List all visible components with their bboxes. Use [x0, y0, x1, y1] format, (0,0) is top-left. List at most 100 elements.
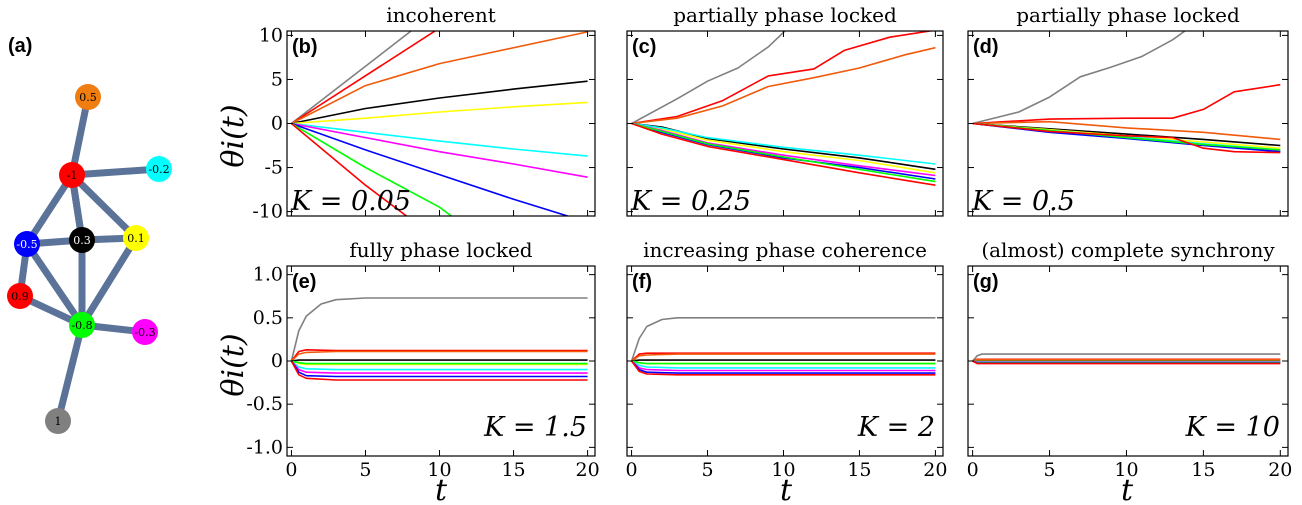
- panel-title: incoherent: [386, 3, 496, 27]
- network-edges: [16, 93, 163, 425]
- series-line: [290, 122, 453, 216]
- series-line: [631, 360, 936, 372]
- network-node: 0.1: [123, 225, 149, 251]
- y-tick-label: -5: [264, 157, 283, 179]
- network-node-circle: [69, 312, 95, 338]
- network-panel: (a) 0.5 -1 -0.2 -0.5 0.3 0.1 0.9 -0.8 -0.3 1: [7, 35, 172, 434]
- series-line: [972, 122, 1281, 154]
- series-line: [972, 31, 1187, 125]
- panel-title: (almost) complete synchrony: [981, 238, 1275, 262]
- chart-panel: partially phase locked (d) K = 0.5: [967, 3, 1289, 217]
- x-tick-label: 0: [285, 459, 297, 481]
- panel-title: increasing phase coherence: [643, 238, 927, 262]
- series-line: [290, 31, 413, 125]
- network-nodes: 0.5 -1 -0.2 -0.5 0.3 0.1 0.9 -0.8 -0.3 1: [7, 84, 172, 434]
- panel-letter: (c): [632, 36, 656, 58]
- series-line: [291, 31, 588, 125]
- series-line: [291, 122, 571, 216]
- y-axis-label-top: θi(t): [216, 104, 251, 167]
- chart-panel: increasing phase coherence 0 5 10 15 20 (f) K =…: [626, 238, 948, 481]
- series-line: [631, 353, 936, 362]
- network-node-circle: [59, 162, 85, 188]
- series-group: [290, 297, 588, 381]
- x-tick-label: 15: [501, 459, 525, 481]
- network-node-label: 0.5: [79, 91, 97, 104]
- panel-letter: (d): [973, 36, 999, 58]
- series-line: [291, 122, 588, 178]
- x-tick-label: 5: [701, 459, 713, 481]
- y-tick-label: 0: [271, 113, 283, 135]
- x-axis-label-f: t: [780, 473, 793, 505]
- y-tick-label: 0.5: [253, 307, 283, 329]
- network-node-label: -0.2: [148, 163, 169, 176]
- series-line: [972, 360, 1281, 365]
- network-node: -0.3: [132, 319, 158, 345]
- network-node-label: 0.9: [11, 290, 29, 303]
- series-group: [631, 31, 936, 186]
- series-line: [291, 122, 588, 157]
- y-tick-label: 5: [271, 68, 283, 90]
- network-node: -0.2: [146, 156, 172, 182]
- network-node-label: -0.5: [16, 238, 37, 251]
- network-node: -0.5: [14, 231, 40, 257]
- coupling-annotation: K = 2: [857, 412, 935, 443]
- network-node-circle: [69, 227, 95, 253]
- network-node: 0.9: [7, 283, 33, 309]
- network-node: 1: [45, 408, 71, 434]
- chart-panel: (almost) complete synchrony 0 5 10 15 20 (g) K …: [967, 238, 1293, 481]
- panel-title: partially phase locked: [1016, 3, 1240, 27]
- series-group: [972, 353, 1281, 365]
- series-line: [972, 353, 1281, 362]
- series-line: [291, 359, 588, 362]
- series-line: [631, 360, 936, 365]
- series-line: [631, 122, 936, 165]
- series-line: [972, 120, 1281, 141]
- y-tick-label: 10: [259, 24, 283, 46]
- series-line: [631, 352, 936, 362]
- y-tick-label: 1.0: [253, 264, 283, 286]
- coupling-annotation: K = 0.05: [290, 186, 411, 217]
- chart-panel: incoherent 10 5 0 -5 -10 (b) K = 0.05: [252, 3, 596, 223]
- x-axis-label-e: t: [435, 473, 448, 505]
- network-node: 0.3: [69, 227, 95, 253]
- series-line: [290, 297, 588, 362]
- network-node-circle: [146, 156, 172, 182]
- network-edge: [68, 93, 92, 179]
- network-edge: [23, 171, 76, 248]
- series-line: [631, 360, 936, 369]
- chart-panels: incoherent 10 5 0 -5 -10 (b) K = 0.05 partially …: [246, 3, 1292, 481]
- x-tick-label: 20: [1268, 459, 1292, 481]
- network-node-label: -0.8: [71, 319, 92, 332]
- series-line: [290, 348, 588, 362]
- panel-letter: (e): [292, 271, 316, 293]
- x-tick-label: 10: [771, 459, 795, 481]
- network-node: -0.8: [69, 312, 95, 338]
- series-line: [630, 360, 936, 376]
- network-edge: [23, 240, 86, 329]
- series-line: [631, 122, 936, 186]
- network-node-label: 1: [55, 415, 62, 428]
- network-edge: [54, 321, 86, 425]
- network-node-label: 0.1: [127, 232, 145, 245]
- series-line: [291, 360, 588, 365]
- network-node-circle: [45, 408, 71, 434]
- series-line: [631, 46, 936, 125]
- x-tick-label: 15: [1191, 459, 1215, 481]
- series-group: [290, 31, 588, 216]
- y-tick-label: -10: [252, 201, 283, 223]
- x-tick-label: 0: [967, 459, 979, 481]
- panel-title: fully phase locked: [349, 238, 532, 262]
- series-line: [972, 83, 1281, 125]
- chart-panel: fully phase locked 0 5 10 15 20 1.0 0.5 0 -0.5 -1.…: [246, 238, 599, 481]
- series-line: [631, 31, 935, 125]
- series-line: [631, 122, 936, 183]
- network-node: 0.5: [75, 84, 101, 110]
- series-line: [290, 360, 588, 378]
- network-node-label: -0.3: [134, 326, 155, 339]
- coupling-annotation: K = 1.5: [483, 412, 587, 443]
- chart-panel: partially phase locked (c) K = 0.25: [626, 3, 944, 217]
- network-node-circle: [132, 319, 158, 345]
- series-line: [290, 360, 588, 374]
- network-node-circle: [75, 84, 101, 110]
- panel-a-label: (a): [8, 35, 32, 57]
